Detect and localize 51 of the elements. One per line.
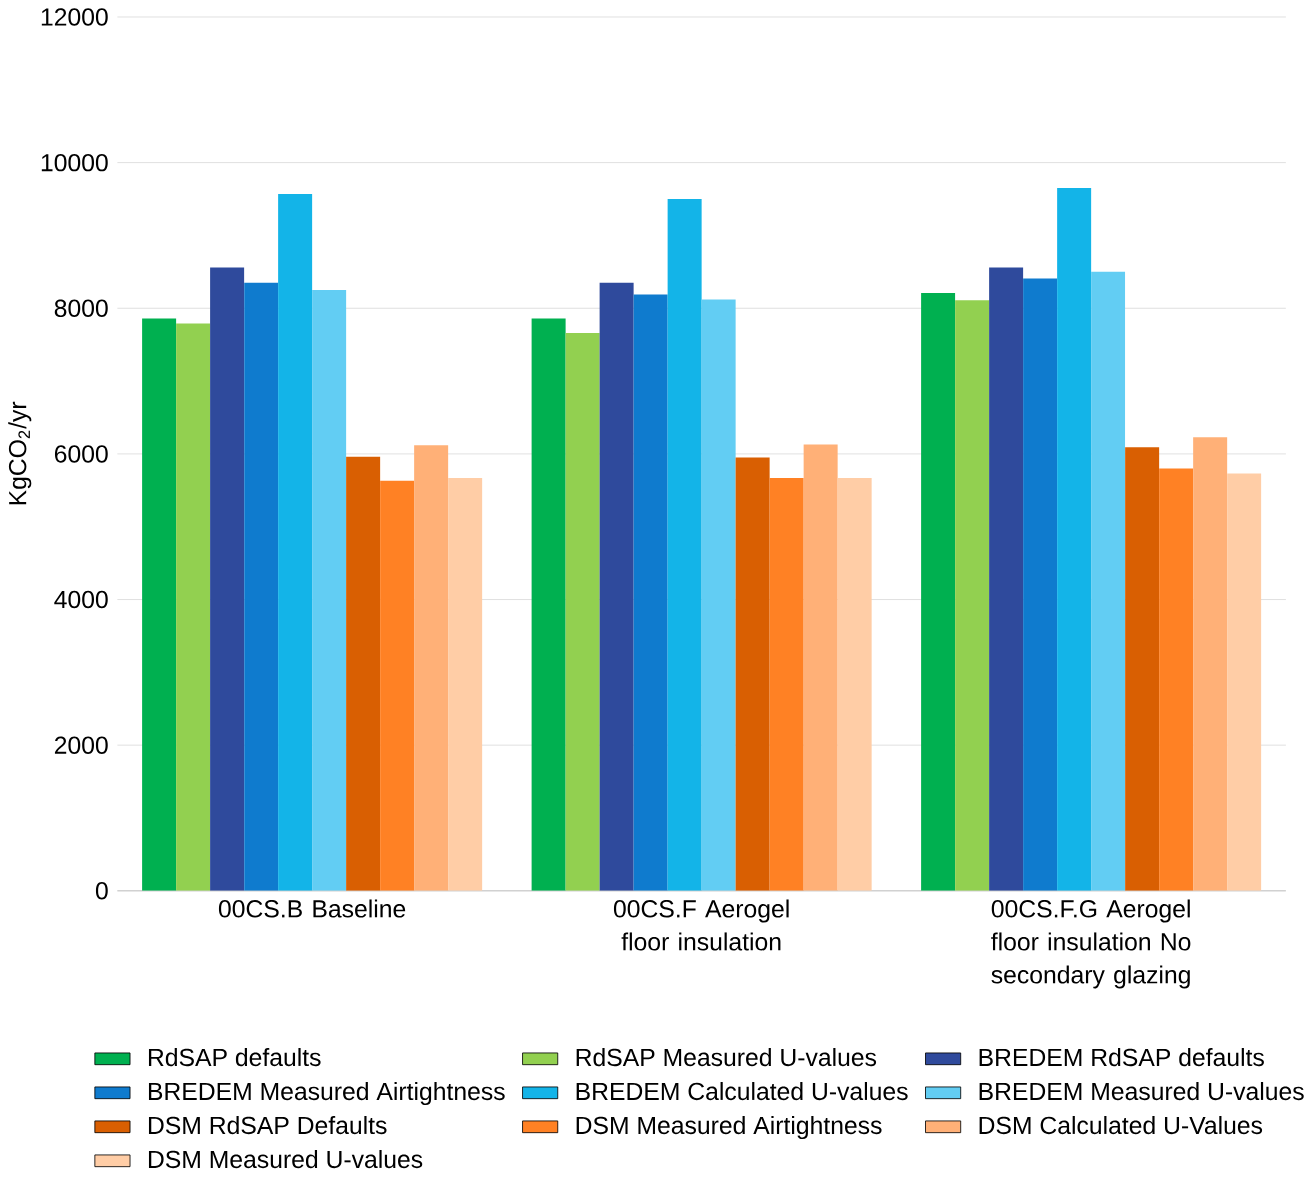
bar — [531, 318, 566, 891]
legend-label: BREDEM Measured Airtightness — [148, 1082, 505, 1106]
bar — [989, 267, 1024, 891]
bar — [448, 478, 483, 891]
bar — [1193, 437, 1228, 891]
x-tick-label: 00CS.F Aerogel floor insulation — [613, 899, 789, 951]
legend-label: BREDEM RdSAP defaults — [979, 1048, 1264, 1067]
bar — [701, 299, 736, 891]
y-tick-label: 0 — [95, 882, 108, 900]
bar — [278, 194, 313, 891]
bar — [735, 457, 770, 891]
bar — [142, 318, 177, 891]
bar — [565, 333, 600, 891]
bar — [1023, 278, 1058, 891]
bar — [633, 294, 668, 891]
x-tick-label: 00CS.F.G Aerogel floor insulation No secondary glazing — [991, 899, 1191, 989]
y-tick-label: 8000 — [54, 299, 108, 318]
legend-label: DSM RdSAP Defaults — [148, 1116, 387, 1135]
x-tick-label: 00CS.B Baseline — [218, 899, 406, 918]
bar — [1125, 447, 1160, 891]
bar — [837, 478, 872, 891]
bar — [346, 456, 381, 891]
bar — [769, 478, 804, 891]
y-tick-label: 6000 — [54, 445, 108, 463]
bar — [1159, 468, 1194, 891]
bar — [414, 445, 449, 891]
bar — [176, 323, 211, 891]
y-tick-label: 4000 — [54, 590, 108, 609]
bar — [955, 300, 990, 891]
bar — [921, 293, 956, 891]
y-axis-title: KgCO$_{2}$/yr — [8, 401, 32, 505]
bar — [1227, 473, 1262, 891]
y-tick-label: 12000 — [41, 8, 108, 26]
bar — [803, 444, 838, 891]
legend-label: RdSAP defaults — [148, 1048, 321, 1067]
legend-label: DSM Measured Airtightness — [576, 1116, 882, 1140]
y-tick-label: 10000 — [41, 153, 108, 172]
bar — [667, 199, 702, 891]
legend-label: DSM Calculated U-Values — [979, 1116, 1263, 1135]
legend-label: BREDEM Measured U-values — [979, 1082, 1304, 1101]
bar — [210, 267, 245, 891]
bar — [312, 290, 347, 891]
bar — [1057, 188, 1092, 891]
bar — [244, 282, 279, 891]
legend-label: BREDEM Calculated U-values — [576, 1082, 908, 1101]
bar — [1091, 271, 1126, 891]
bar — [380, 480, 415, 891]
y-tick-label: 2000 — [54, 736, 108, 754]
bar — [599, 282, 634, 891]
legend-label: RdSAP Measured U-values — [576, 1048, 877, 1067]
legend-label: DSM Measured U-values — [148, 1150, 423, 1169]
